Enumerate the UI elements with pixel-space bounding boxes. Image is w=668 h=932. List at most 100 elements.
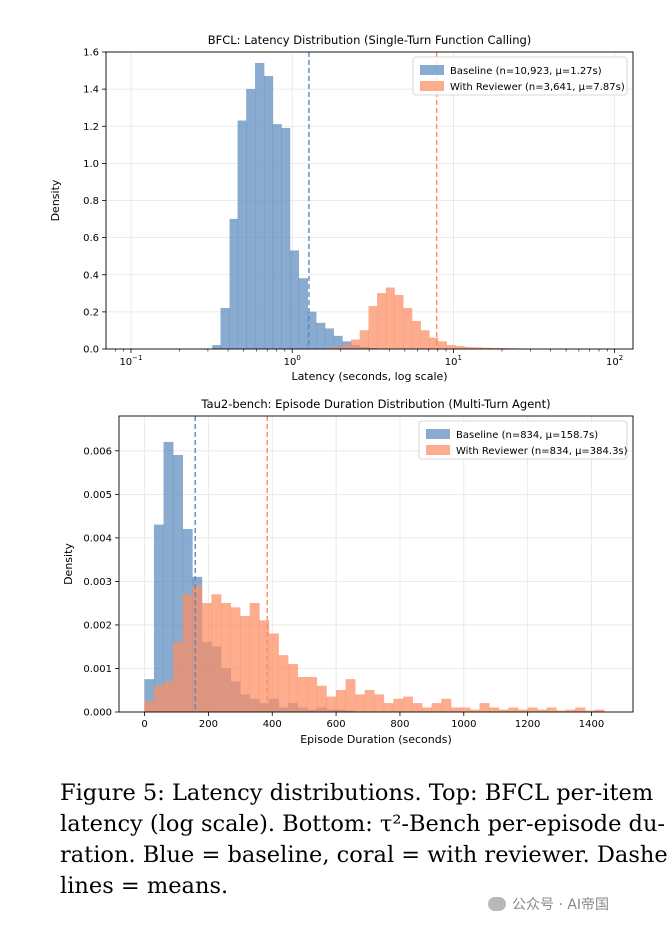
histogram-bar <box>383 703 394 713</box>
x-tick-label: 102 <box>606 354 623 368</box>
histogram-bar <box>575 707 586 713</box>
histogram-bar <box>289 250 300 350</box>
y-tick-label: 1.4 <box>83 85 99 96</box>
histogram-bar <box>324 328 334 350</box>
histogram-bar <box>422 707 433 713</box>
reviewer-bars <box>144 585 605 713</box>
histogram-bar <box>527 707 538 713</box>
histogram-bar <box>403 307 413 350</box>
histogram-bar <box>359 330 369 350</box>
reviewer-bars <box>324 287 535 350</box>
legend-box <box>412 56 628 96</box>
histogram-bar <box>364 690 375 713</box>
histogram-bar <box>402 696 413 713</box>
histogram-bar <box>182 594 193 713</box>
chart-title: BFCL: Latency Distribution (Single-Turn … <box>208 33 532 47</box>
histogram-bar <box>316 685 327 713</box>
y-tick-label: 0.2 <box>83 307 99 318</box>
histogram-bar <box>437 341 448 350</box>
histogram-bar <box>350 339 361 350</box>
chart-title: Tau2-bench: Episode Duration Distributio… <box>200 397 550 411</box>
histogram-bar <box>240 616 251 713</box>
histogram-bar <box>393 698 404 713</box>
histogram-bar <box>153 685 164 713</box>
histogram-bar <box>144 700 155 713</box>
histogram-bar <box>479 703 490 713</box>
legend-swatch-reviewer <box>420 81 444 91</box>
y-tick-label: 0.004 <box>83 533 112 544</box>
histogram-bar <box>173 642 184 713</box>
histogram-bar <box>163 441 174 713</box>
histogram-bar <box>268 633 279 713</box>
bfcl-latency-chart: 0.0 0.2 0.4 0.6 0.8 1.0 1.2 1.4 1.6 10−1 100 101 102… <box>49 33 634 383</box>
histogram-bar <box>192 585 203 713</box>
histogram-bar <box>412 703 423 713</box>
y-tick-label: 1.6 <box>83 48 99 59</box>
x-tick-label: 1000 <box>451 719 476 730</box>
histogram-bar <box>288 663 298 713</box>
histogram-bar <box>368 306 378 350</box>
legend: Baseline (n=834, μ=158.7s) With Reviewer … <box>418 420 628 460</box>
histogram-bar <box>460 707 471 713</box>
histogram-bar <box>489 707 500 713</box>
histogram-bar <box>211 594 222 713</box>
baseline-bars <box>212 62 378 350</box>
y-tick-label: 1.0 <box>83 159 99 170</box>
y-axis-label: Density <box>49 179 62 221</box>
x-tick-label: 600 <box>327 719 346 730</box>
x-axis-label: Latency (seconds, log scale) <box>291 370 447 383</box>
histogram-bar <box>278 655 289 713</box>
legend: Baseline (n=10,923, μ=1.27s) With Reviewe… <box>412 56 628 96</box>
x-tick-label: 10−1 <box>119 354 142 368</box>
histogram-bar <box>385 287 395 350</box>
histogram-bar <box>153 524 164 713</box>
caption-line: ration. Blue = baseline, coral = with re… <box>60 842 668 868</box>
y-tick-label: 0.001 <box>83 664 112 675</box>
legend-swatch-reviewer <box>426 445 450 455</box>
histogram-bar <box>212 345 221 350</box>
histogram-bar <box>255 62 265 350</box>
histogram-bar <box>220 307 230 350</box>
histogram-bar <box>297 676 308 713</box>
x-axis-label: Episode Duration (seconds) <box>300 733 452 746</box>
y-tick-label: 0.8 <box>83 196 99 207</box>
y-tick-label: 0.002 <box>83 620 112 631</box>
x-tick-label: 101 <box>445 354 462 368</box>
histogram-bar <box>450 707 461 713</box>
y-tick-label: 0.005 <box>83 490 112 501</box>
x-tick-label: 100 <box>284 354 301 368</box>
histogram-bar <box>355 694 366 713</box>
x-tick-label: 1200 <box>515 719 540 730</box>
histogram-bar <box>307 676 318 713</box>
histogram-bar <box>163 681 174 713</box>
histogram-bar <box>237 120 247 350</box>
caption-line: Figure 5: Latency distributions. Top: BF… <box>60 780 654 806</box>
histogram-bar <box>298 278 309 350</box>
histogram-bar <box>446 345 456 350</box>
x-tick-label: 1400 <box>579 719 604 730</box>
histogram-bar <box>345 679 356 713</box>
histogram-bar <box>374 694 385 713</box>
histogram-bar <box>272 124 282 350</box>
histogram-bar <box>230 607 241 713</box>
histogram-bar <box>546 707 557 713</box>
y-tick-label: 0.4 <box>83 270 99 281</box>
wechat-icon <box>488 897 506 911</box>
x-tick-label: 200 <box>199 719 218 730</box>
caption-line: lines = means. <box>60 873 229 899</box>
legend-label-reviewer: With Reviewer (n=834, μ=384.3s) <box>456 446 628 457</box>
histogram-bar <box>229 218 239 350</box>
x-tick-label: 800 <box>390 719 409 730</box>
legend-label-baseline: Baseline (n=10,923, μ=1.27s) <box>450 66 602 77</box>
histogram-bar <box>431 703 442 713</box>
legend-label-baseline: Baseline (n=834, μ=158.7s) <box>456 430 598 441</box>
histogram-bar <box>411 320 421 350</box>
histogram-bar <box>342 345 352 350</box>
histogram-bar <box>420 330 430 350</box>
histogram-bar <box>326 696 337 713</box>
y-tick-label: 0.003 <box>83 577 112 588</box>
watermark: 公众号 · AI帝国 <box>488 894 609 914</box>
y-tick-label: 0.6 <box>83 233 99 244</box>
tau2-duration-chart: 0.000 0.001 0.002 0.003 0.004 0.005 0.006 0 200 4… <box>62 397 634 746</box>
